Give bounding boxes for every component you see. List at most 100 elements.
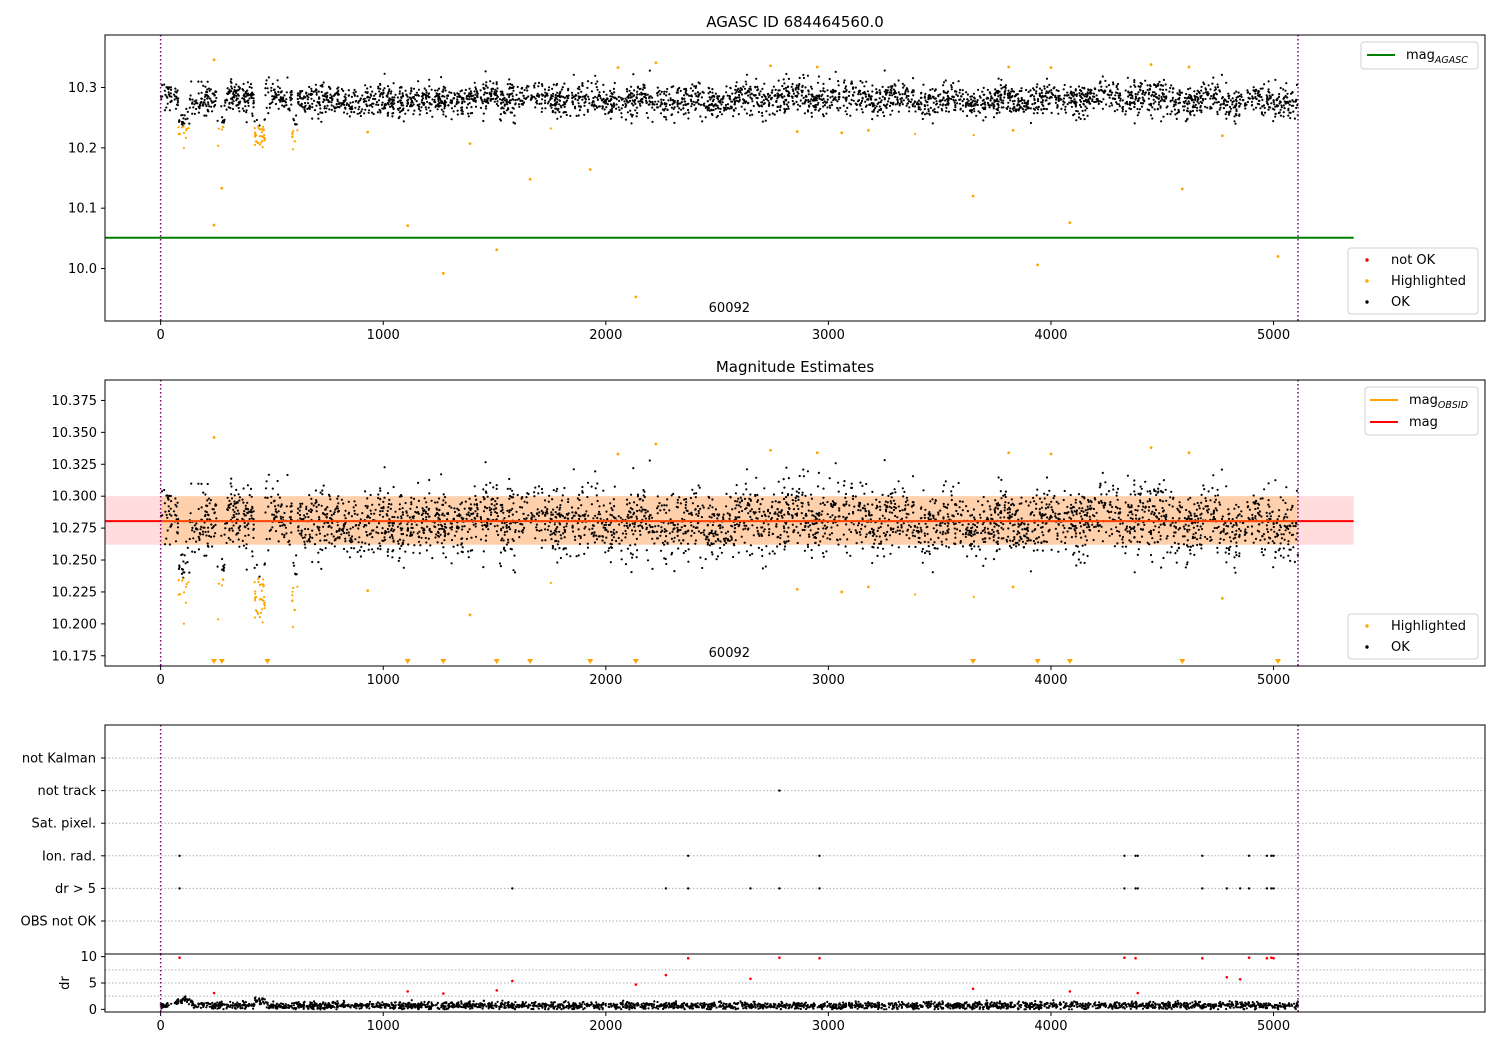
panel-magnitude-estimates-title: Magnitude Estimates bbox=[716, 358, 874, 376]
data-point bbox=[709, 98, 712, 101]
data-point bbox=[1162, 93, 1165, 96]
data-point bbox=[663, 90, 666, 93]
data-point bbox=[364, 542, 367, 545]
data-point bbox=[966, 114, 969, 117]
data-point bbox=[203, 95, 207, 98]
data-point bbox=[1111, 97, 1114, 100]
data-point bbox=[636, 111, 639, 115]
data-point bbox=[872, 102, 875, 105]
data-point bbox=[822, 89, 825, 92]
data-point bbox=[959, 540, 962, 543]
data-point bbox=[767, 99, 770, 102]
data-point bbox=[1142, 89, 1145, 92]
data-point bbox=[1020, 89, 1023, 92]
data-point bbox=[631, 99, 634, 102]
data-point bbox=[925, 112, 928, 115]
data-point bbox=[1235, 516, 1238, 519]
data-point bbox=[1058, 94, 1061, 97]
data-point bbox=[810, 93, 813, 96]
data-point bbox=[1262, 554, 1265, 557]
data-point bbox=[371, 102, 374, 105]
data-point bbox=[357, 101, 360, 104]
data-point bbox=[1085, 107, 1088, 110]
data-point bbox=[1204, 87, 1207, 90]
data-point bbox=[1272, 101, 1275, 104]
data-point bbox=[255, 134, 258, 137]
data-point bbox=[710, 109, 714, 112]
data-point bbox=[887, 524, 890, 527]
data-point bbox=[334, 106, 337, 110]
data-point bbox=[466, 103, 470, 106]
data-point bbox=[456, 113, 459, 116]
data-point bbox=[233, 93, 236, 97]
data-point bbox=[697, 103, 701, 106]
data-point bbox=[660, 98, 663, 101]
data-point bbox=[569, 555, 572, 558]
data-point bbox=[976, 99, 979, 102]
data-point bbox=[629, 113, 633, 116]
data-point bbox=[1045, 540, 1048, 544]
data-point bbox=[937, 513, 940, 516]
data-point bbox=[617, 95, 620, 98]
data-point bbox=[552, 92, 555, 95]
data-point bbox=[854, 495, 857, 498]
data-point bbox=[317, 90, 320, 93]
data-point bbox=[981, 538, 984, 541]
data-point bbox=[905, 96, 908, 99]
data-point bbox=[467, 511, 470, 514]
data-point bbox=[298, 93, 301, 96]
data-point bbox=[1087, 89, 1090, 92]
data-point bbox=[610, 109, 613, 112]
data-point bbox=[1169, 86, 1172, 90]
data-point bbox=[891, 109, 894, 112]
data-point bbox=[364, 91, 367, 94]
data-point bbox=[182, 591, 186, 594]
data-point bbox=[1004, 89, 1007, 92]
data-point bbox=[233, 96, 236, 99]
data-point bbox=[1231, 100, 1234, 104]
data-point bbox=[983, 93, 986, 96]
data-point bbox=[651, 100, 654, 104]
data-point bbox=[1160, 95, 1163, 99]
data-point bbox=[852, 99, 855, 102]
data-point bbox=[453, 93, 457, 97]
data-point bbox=[958, 529, 962, 532]
data-point bbox=[298, 509, 301, 512]
data-point bbox=[1271, 93, 1274, 96]
data-point bbox=[953, 99, 956, 102]
data-point bbox=[270, 495, 273, 498]
data-point bbox=[632, 73, 635, 76]
data-point bbox=[184, 118, 187, 121]
data-point bbox=[620, 116, 623, 119]
data-point bbox=[182, 146, 185, 149]
data-point bbox=[377, 532, 380, 535]
data-point bbox=[254, 132, 257, 135]
data-point bbox=[933, 108, 936, 111]
data-point bbox=[1220, 73, 1223, 76]
data-point bbox=[928, 93, 931, 97]
data-point bbox=[598, 505, 601, 508]
data-point bbox=[249, 83, 253, 86]
data-point bbox=[1274, 112, 1277, 115]
data-point bbox=[354, 90, 357, 93]
data-point bbox=[1042, 107, 1045, 110]
data-point bbox=[635, 537, 639, 541]
data-point bbox=[596, 80, 599, 83]
data-point bbox=[237, 85, 240, 88]
data-point bbox=[1187, 100, 1190, 103]
data-point bbox=[1199, 100, 1202, 103]
data-point bbox=[1110, 93, 1113, 96]
data-point bbox=[768, 94, 772, 97]
data-point bbox=[372, 112, 375, 116]
data-point bbox=[1080, 96, 1083, 99]
data-point bbox=[485, 507, 489, 510]
data-point bbox=[293, 140, 296, 143]
data-point bbox=[1183, 105, 1186, 108]
data-point bbox=[1029, 89, 1032, 92]
data-point bbox=[982, 495, 985, 499]
data-point bbox=[340, 88, 343, 91]
data-point bbox=[814, 108, 817, 111]
data-point bbox=[1189, 94, 1192, 97]
data-point bbox=[1058, 512, 1061, 516]
data-point bbox=[919, 101, 922, 104]
